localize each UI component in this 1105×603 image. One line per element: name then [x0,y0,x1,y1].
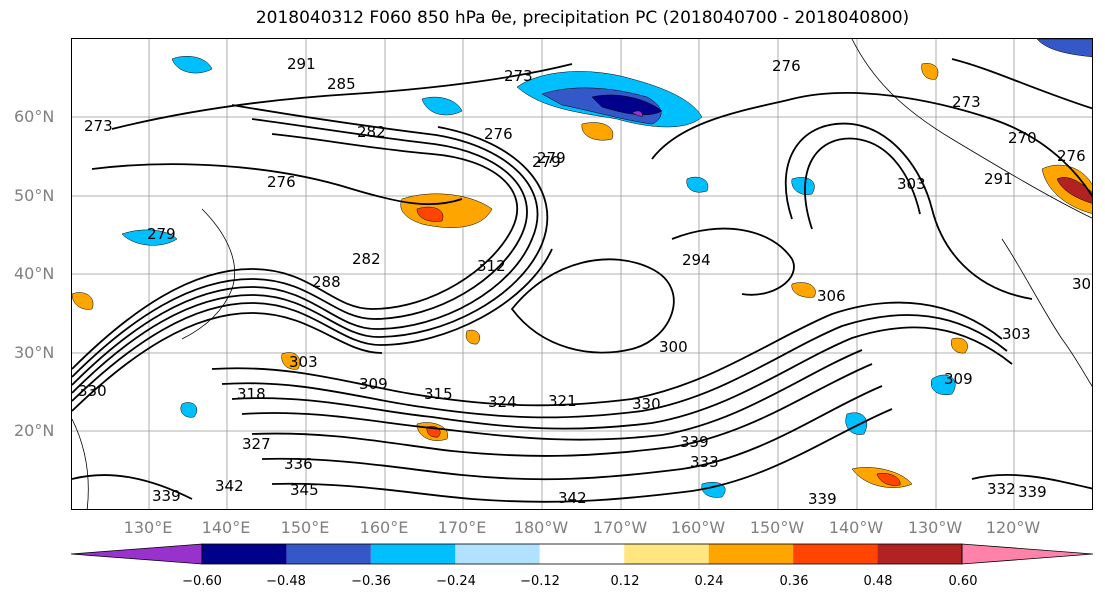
colorbar-segment [370,544,456,564]
contour-label: 312 [477,257,506,275]
contour-label: 273 [504,67,533,85]
colorbar-svg [70,543,1094,565]
contour-label: 345 [290,481,319,499]
colorbar-tick: 0.12 [610,574,640,589]
coastlines [72,39,1092,509]
lon-label: 170°E [437,518,487,537]
map-canvas: 291 285 273 282 276 279 273 276 273 276 … [72,39,1093,509]
contour-label: 276 [1057,147,1086,165]
lat-label-30n: 30°N [14,343,55,362]
precip-patches [72,39,1092,498]
contour-label: 273 [952,93,981,111]
colorbar-tick: −0.24 [436,574,476,589]
contour-label: 327 [242,435,271,453]
colorbar-segment [455,544,540,564]
contour-label: 342 [558,489,587,507]
contour-label: 333 [690,453,719,471]
lon-label: 130°W [907,518,963,537]
colorbar-segment [793,544,878,564]
colorbar-segment [539,544,625,564]
colorbar-extend-low [70,543,203,565]
contour-label: 303 [1072,275,1093,293]
colorbar-tick: 0.60 [948,574,978,589]
map-title: 2018040312 F060 850 hPa θe, precipitatio… [255,8,910,28]
lon-label: 120°W [985,518,1041,537]
colorbar-extend-high [961,543,1094,565]
contour-label: 294 [682,251,711,269]
contour-label: 291 [287,55,316,73]
contour-label: 309 [359,375,388,393]
contour-label: 279 [537,149,566,167]
colorbar-outline [201,543,963,565]
lon-label: 160°W [670,518,726,537]
contour-label: 339 [680,433,709,451]
contour-label: 276 [267,173,296,191]
colorbar-segment [286,544,371,564]
colorbar-segment [708,544,794,564]
lat-label-40n: 40°N [14,264,55,283]
lon-label: 180°W [513,518,569,537]
colorbar-tick: 0.36 [779,574,809,589]
lon-label: 170°W [592,518,648,537]
colorbar-segment [202,544,287,564]
contour-label: 315 [424,385,453,403]
theta-e-contours [72,58,1092,503]
lon-label: 160°E [359,518,409,537]
contour-label: 339 [808,490,837,508]
contour-label: 324 [488,393,517,411]
contour-label: 339 [1018,483,1047,501]
contour-label: 318 [237,385,266,403]
contour-label: 309 [944,370,973,388]
contour-label: 282 [352,250,381,268]
contour-label: 339 [152,487,181,505]
contour-label: 276 [484,125,513,143]
contour-label: 276 [772,57,801,75]
lon-label: 130°E [123,518,173,537]
colorbar-segment [624,544,709,564]
lon-label: 140°E [201,518,251,537]
contour-label: 303 [1002,325,1031,343]
colorbar-tick: −0.12 [520,574,560,589]
contour-label: 291 [984,170,1013,188]
contour-label: 279 [147,225,176,243]
colorbar-tick: −0.60 [182,574,222,589]
contour-label: 273 [84,117,113,135]
colorbar [70,543,1094,565]
contour-label: 332 [987,480,1016,498]
contour-label: 279 [532,153,561,171]
map-panel: 291 285 273 282 276 279 273 276 273 276 … [71,38,1093,510]
contour-label: 303 [897,175,926,193]
contour-label: 330 [632,395,661,413]
contour-label: 342 [215,477,244,495]
contour-label: 321 [548,392,577,410]
lat-label-20n: 20°N [14,421,55,440]
colorbar-tick: −0.48 [266,574,306,589]
contour-label: 270 [1008,129,1037,147]
contour-label: 285 [327,75,356,93]
lon-label: 140°W [828,518,884,537]
colorbar-segments [70,543,1094,565]
lat-label-50n: 50°N [14,186,55,205]
contour-label: 303 [289,353,318,371]
contour-label: 300 [659,338,688,356]
contour-label: 306 [817,287,846,305]
lat-label-60n: 60°N [14,107,55,126]
contour-label: 282 [357,123,386,141]
contour-label: 288 [312,273,341,291]
contour-label: 336 [284,455,313,473]
contour-label-group: 291 285 273 282 276 279 273 276 273 276 … [78,55,1093,508]
colorbar-tick: 0.48 [863,574,893,589]
colorbar-tick: −0.36 [351,574,391,589]
colorbar-tick: 0.24 [694,574,724,589]
lon-label: 150°E [280,518,330,537]
contour-label: 330 [78,382,107,400]
colorbar-segment [877,544,962,564]
lon-label: 150°W [749,518,805,537]
